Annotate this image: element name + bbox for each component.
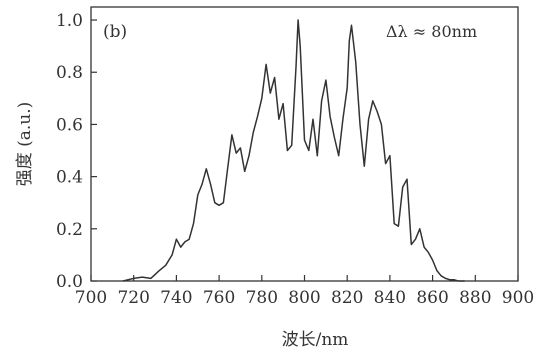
panel-label: (b) <box>103 22 127 42</box>
x-tick-label: 700 <box>75 288 107 308</box>
y-axis-label: 强度 (a.u.) <box>15 102 35 187</box>
x-axis-label: 波长/nm <box>282 330 349 350</box>
x-tick-label: 740 <box>160 288 192 308</box>
x-tick-label: 780 <box>246 288 278 308</box>
bandwidth-annotation: Δλ ≈ 80nm <box>386 22 477 41</box>
x-tick-label: 800 <box>288 288 320 308</box>
x-axis-ticks: 700 720 740 760 780 800 820 840 860 880 900 <box>75 275 534 308</box>
y-tick-label: 0.0 <box>56 272 83 292</box>
y-tick-label: 0.2 <box>56 220 83 240</box>
y-tick-label: 0.4 <box>56 168 83 188</box>
x-tick-label: 880 <box>459 288 491 308</box>
y-tick-label: 1.0 <box>56 11 83 31</box>
x-tick-label: 720 <box>117 288 149 308</box>
x-tick-label: 860 <box>416 288 448 308</box>
x-tick-label: 900 <box>502 288 534 308</box>
spectrum-line <box>122 19 465 282</box>
plot-frame <box>90 6 519 282</box>
x-tick-label: 840 <box>374 288 406 308</box>
y-axis-ticks: 0.0 0.2 0.4 0.6 0.8 1.0 <box>56 11 97 292</box>
y-tick-label: 0.6 <box>56 115 83 135</box>
x-tick-label: 760 <box>203 288 235 308</box>
x-tick-label: 820 <box>331 288 363 308</box>
y-tick-label: 0.8 <box>56 63 83 83</box>
